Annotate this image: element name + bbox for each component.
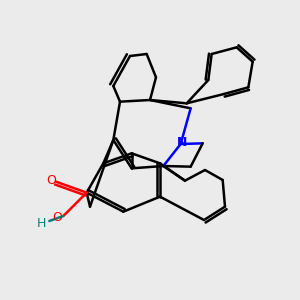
- Text: O: O: [46, 174, 56, 187]
- Text: H: H: [37, 217, 46, 230]
- Text: O: O: [52, 211, 62, 224]
- Text: N: N: [177, 136, 188, 149]
